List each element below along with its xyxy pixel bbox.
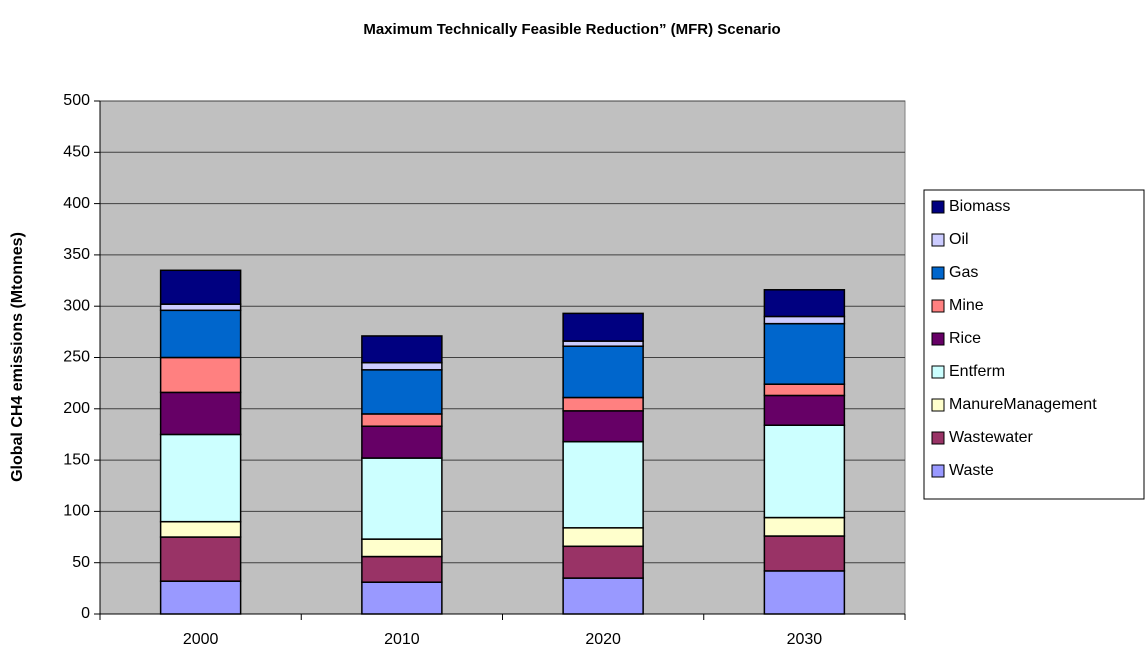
y-tick-label: 100 [63, 503, 90, 520]
bar-segment [562, 345, 644, 399]
bar-segment [763, 322, 846, 385]
legend-label: Wastewater [949, 429, 1034, 446]
y-tick-label: 50 [72, 554, 90, 571]
legend-box [923, 189, 1145, 500]
bar-segment [159, 433, 242, 523]
y-tick-label: 500 [63, 92, 90, 109]
legend-swatch [931, 431, 945, 445]
bar-segment [361, 457, 443, 540]
bar-segment [763, 516, 846, 537]
bar-segment [361, 369, 443, 415]
legend-swatch [931, 464, 945, 478]
bar-segment [361, 335, 443, 364]
x-tick-label: 2000 [183, 631, 219, 648]
y-tick-label: 250 [63, 349, 90, 366]
bar-segment [361, 425, 443, 459]
bar-segment [562, 545, 644, 579]
bar-segment [159, 520, 242, 538]
legend-label: Waste [949, 462, 994, 479]
chart-title: Maximum Technically Feasible Reduction” … [363, 21, 780, 38]
legend-swatch [931, 365, 945, 379]
legend-label: Mine [949, 297, 984, 314]
bar-segment [763, 535, 846, 572]
bar-segment [562, 410, 644, 443]
bar-segment [159, 356, 242, 394]
y-tick-label: 0 [81, 605, 90, 622]
bar-segment [361, 581, 443, 615]
legend-swatch [931, 266, 945, 280]
bar-segment [361, 413, 443, 427]
y-tick-label: 450 [63, 144, 90, 161]
legend-label: Entferm [949, 363, 1005, 380]
y-tick-label: 350 [63, 246, 90, 263]
y-tick-label: 300 [63, 297, 90, 314]
bar-segment [361, 361, 443, 371]
bar-segment [562, 340, 644, 347]
legend-label: Biomass [949, 198, 1010, 215]
legend-swatch [931, 332, 945, 346]
bar-segment [763, 315, 846, 325]
y-tick-label: 150 [63, 451, 90, 468]
legend-label: ManureManagement [949, 396, 1097, 413]
legend-swatch [931, 299, 945, 313]
bar-segment [159, 580, 242, 615]
bar-segment [562, 527, 644, 548]
bar-segment [361, 538, 443, 558]
bar-segment [361, 555, 443, 583]
y-axis-label: Global CH4 emissions (Mtonnes) [9, 232, 26, 482]
y-tick-label: 200 [63, 400, 90, 417]
x-tick-label: 2030 [787, 631, 823, 648]
y-tick-label: 400 [63, 195, 90, 212]
bar-segment [159, 303, 242, 312]
bar-segment [159, 391, 242, 436]
bar-segment [562, 312, 644, 342]
x-tick-label: 2020 [585, 631, 621, 648]
bar-segment [159, 309, 242, 359]
bar-segment [763, 570, 846, 615]
bar-segment [763, 424, 846, 519]
bar-segment [562, 440, 644, 529]
legend-swatch [931, 200, 945, 214]
bar-segment [562, 396, 644, 412]
legend-label: Oil [949, 231, 969, 248]
bar-segment [763, 394, 846, 426]
bar-segment [562, 577, 644, 615]
bar-segment [159, 536, 242, 582]
bar-segment [763, 383, 846, 397]
legend-label: Rice [949, 330, 981, 347]
bar-segment [159, 269, 242, 305]
bar-segment [763, 289, 846, 318]
x-tick-label: 2010 [384, 631, 420, 648]
legend-swatch [931, 398, 945, 412]
legend-label: Gas [949, 264, 978, 281]
legend-swatch [931, 233, 945, 247]
